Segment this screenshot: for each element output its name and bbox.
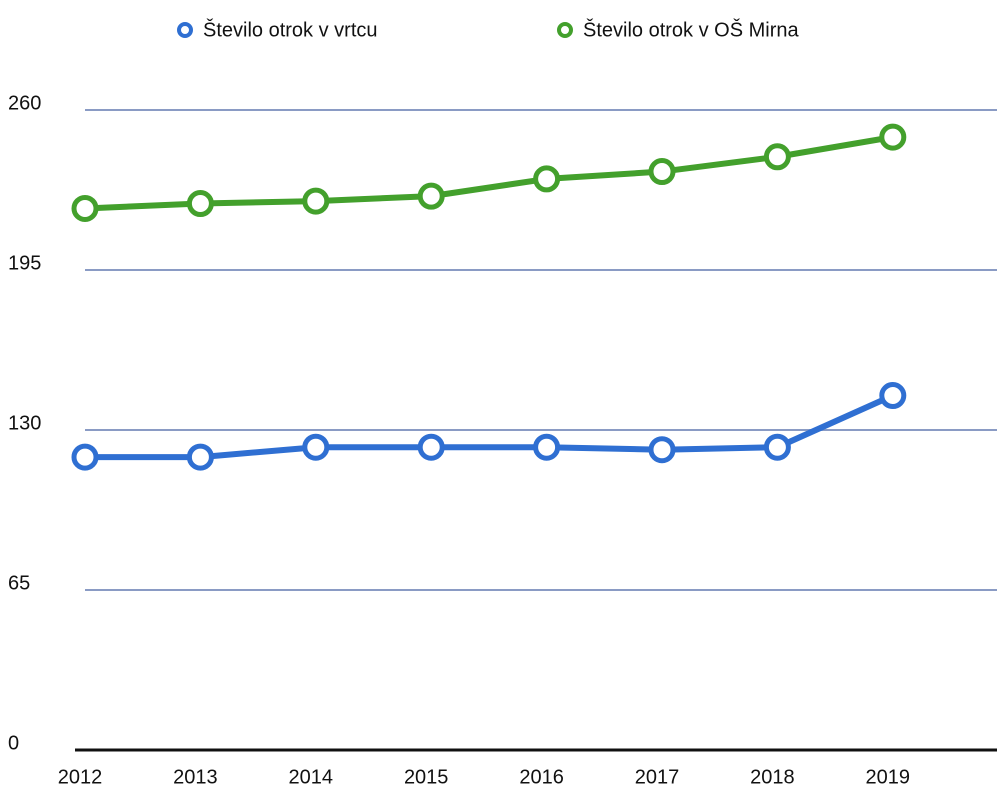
data-point (879, 123, 907, 151)
x-tick-label: 2013 (173, 766, 218, 788)
series-line (84, 134, 894, 212)
series-line (85, 392, 895, 461)
x-tick-label: 2015 (404, 766, 449, 788)
data-point (417, 433, 445, 461)
x-tick-label: 2014 (289, 766, 334, 788)
y-tick-label: 65 (8, 572, 30, 594)
data-point (186, 443, 214, 471)
data-point (648, 436, 676, 464)
x-tick-label: 2019 (866, 766, 911, 788)
legend-marker (177, 22, 193, 38)
data-point (302, 187, 330, 215)
y-tick-label: 260 (8, 92, 41, 114)
x-tick-label: 2012 (58, 766, 103, 788)
data-point (763, 433, 791, 461)
y-tick-label: 130 (8, 412, 41, 434)
data-point (71, 194, 99, 222)
legend-marker (557, 22, 573, 38)
legend-label: Število otrok v vrtcu (203, 18, 378, 41)
x-tick-label: 2018 (750, 766, 795, 788)
y-tick-label: 0 (8, 732, 19, 754)
data-point (533, 165, 561, 193)
data-point (533, 433, 561, 461)
x-tick-label: 2017 (635, 766, 680, 788)
data-point (417, 182, 445, 210)
data-point (648, 158, 676, 186)
data-point (186, 190, 214, 218)
x-tick-label: 2016 (519, 766, 564, 788)
data-point (302, 433, 330, 461)
legend-label: Število otrok v OŠ Mirna (583, 18, 800, 41)
y-tick-label: 195 (8, 252, 41, 274)
data-point (879, 382, 907, 410)
data-point (71, 443, 99, 471)
data-point (763, 143, 791, 171)
